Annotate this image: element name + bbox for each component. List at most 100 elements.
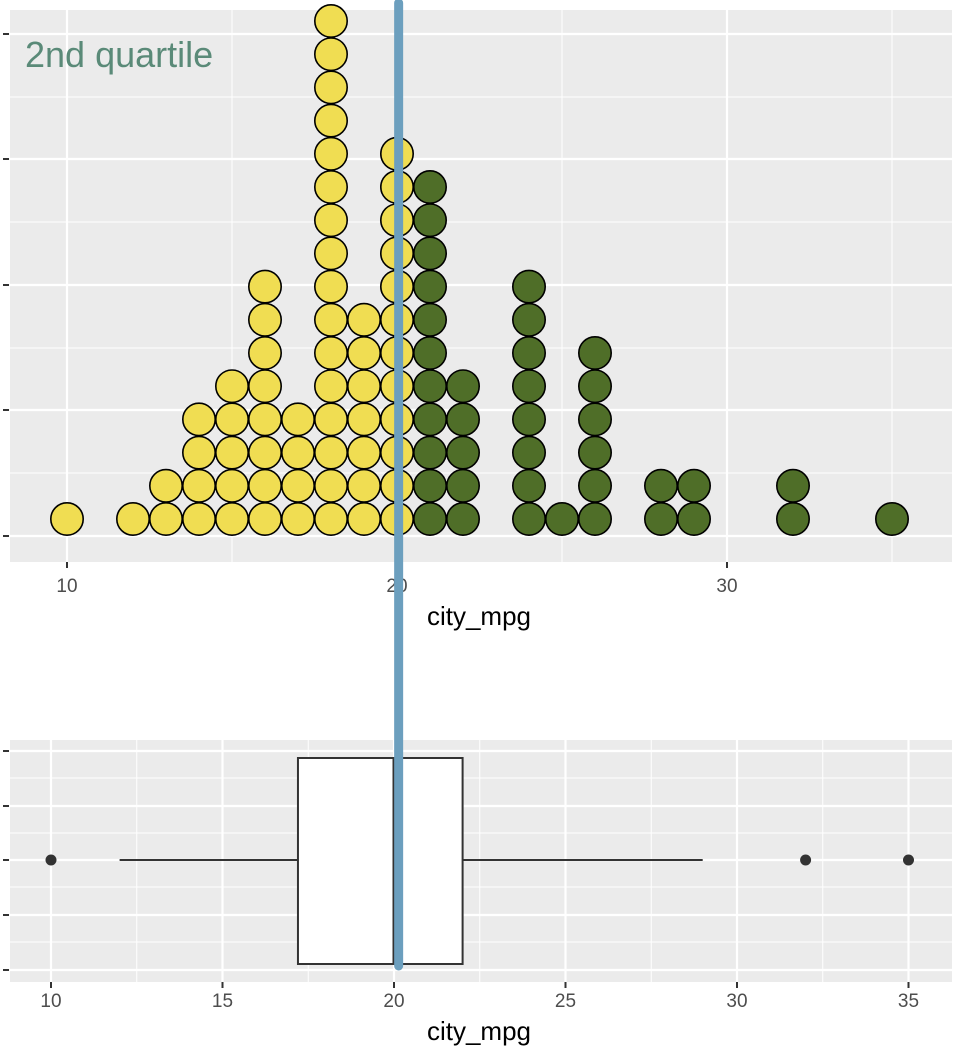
dotplot-dot <box>445 402 480 437</box>
dotplot-dot <box>182 501 217 536</box>
dotplot-dot <box>215 435 250 470</box>
dotplot-dot <box>445 501 480 536</box>
dotplot-dot <box>182 435 217 470</box>
dotplot-dot <box>313 269 348 304</box>
dotplot-dot <box>412 203 447 238</box>
dotplot-dot <box>313 103 348 138</box>
dotplot-dot <box>346 468 381 503</box>
dotplot-dot <box>313 170 348 205</box>
dotplot-dot <box>511 369 546 404</box>
dotplot-dot <box>313 37 348 72</box>
dotplot-dot <box>412 435 447 470</box>
dotplot-x-tick-label: 30 <box>716 576 737 597</box>
boxplot-x-tick-label: 30 <box>726 991 747 1012</box>
dotplot-dot <box>577 369 612 404</box>
dotplot-dot <box>874 501 909 536</box>
dotplot-dot <box>346 402 381 437</box>
dotplot-dot <box>313 468 348 503</box>
dotplot-dot <box>577 468 612 503</box>
dotplot-panel: 102030 city_mpg 2nd quartile <box>3 3 952 631</box>
dotplot-dot <box>577 402 612 437</box>
dotplot-dot <box>248 435 283 470</box>
dotplot-dot <box>346 501 381 536</box>
dotplot-dot <box>182 402 217 437</box>
dotplot-dot <box>544 501 579 536</box>
dotplot-dot <box>248 402 283 437</box>
dotplot-dot <box>643 468 678 503</box>
boxplot-box-rect <box>296 757 464 965</box>
boxplot-outlier <box>800 854 812 866</box>
dotplot-y-ticks <box>3 33 9 537</box>
dotplot-dot <box>412 402 447 437</box>
dotplot-dot <box>676 468 711 503</box>
dotplot-gridlines <box>10 10 952 562</box>
dotplot-dot <box>248 468 283 503</box>
dotplot-dot <box>313 369 348 404</box>
dotplot-dot <box>313 435 348 470</box>
dotplot-dot <box>511 501 546 536</box>
dotplot-dot <box>511 402 546 437</box>
dotplot-dot <box>511 468 546 503</box>
dotplot-dot <box>116 501 151 536</box>
dotplot-dot <box>412 468 447 503</box>
dotplot-dot <box>412 501 447 536</box>
boxplot-x-axis-title: city_mpg <box>427 1016 531 1046</box>
dotplot-dot <box>215 369 250 404</box>
dotplot-dot <box>577 435 612 470</box>
dotplot-dot <box>248 269 283 304</box>
dotplot-dot <box>346 435 381 470</box>
boxplot-panel: 10 15 20 25 30 35 city_mpg <box>3 740 952 1046</box>
dotplot-dot <box>280 435 315 470</box>
dotplot-dot <box>412 369 447 404</box>
dotplot-dot <box>313 236 348 271</box>
dotplot-dot <box>511 435 546 470</box>
dotplot-dot <box>412 236 447 271</box>
dotplot-dot <box>248 302 283 337</box>
dotplot-dot <box>313 203 348 238</box>
dotplot-dot <box>511 335 546 370</box>
dotplot-dot <box>346 369 381 404</box>
dotplot-dot <box>445 435 480 470</box>
dotplot-dot <box>511 302 546 337</box>
dotplot-dot <box>412 170 447 205</box>
dotplot-dot <box>149 468 184 503</box>
dotplot-dot <box>313 136 348 171</box>
dotplot-dot <box>775 468 810 503</box>
boxplot-outlier <box>45 854 57 866</box>
dotplot-dot <box>215 402 250 437</box>
dotplot-dot <box>248 369 283 404</box>
dotplot-dot <box>313 70 348 105</box>
dotplot-dot <box>313 3 348 39</box>
dotplot-dot <box>215 501 250 536</box>
boxplot-x-ticks: 10 15 20 25 30 35 <box>40 982 919 1012</box>
dotplot-dot <box>280 402 315 437</box>
dotplot-dot <box>775 501 810 536</box>
dotplot-dot <box>280 468 315 503</box>
dotplot-dot <box>676 501 711 536</box>
dotplot-dot <box>215 468 250 503</box>
dotplot-dot <box>248 335 283 370</box>
boxplot-x-tick-label: 15 <box>212 991 233 1012</box>
dotplot-dot <box>445 369 480 404</box>
dotplot-dot <box>577 335 612 370</box>
boxplot-x-tick-label: 35 <box>898 991 919 1012</box>
boxplot-x-tick-label: 20 <box>383 991 404 1012</box>
dotplot-dot <box>313 335 348 370</box>
dotplot-dot <box>49 501 85 536</box>
dotplot-dot <box>643 501 678 536</box>
dotplot-dot <box>412 269 447 304</box>
boxplot-x-tick-label: 25 <box>555 991 576 1012</box>
dotplot-dot <box>412 335 447 370</box>
boxplot-x-tick-label: 10 <box>40 991 61 1012</box>
dotplot-dot <box>280 501 315 536</box>
dotplot-dot <box>346 302 381 337</box>
dotplot-dot <box>346 335 381 370</box>
dotplot-dot <box>313 302 348 337</box>
boxplot-box <box>45 757 914 965</box>
boxplot-outlier <box>903 854 914 866</box>
dotplot-dot <box>412 302 447 337</box>
dotplot-dots <box>49 3 909 536</box>
dotplot-dot <box>149 501 184 536</box>
dotplot-dot <box>511 269 546 304</box>
